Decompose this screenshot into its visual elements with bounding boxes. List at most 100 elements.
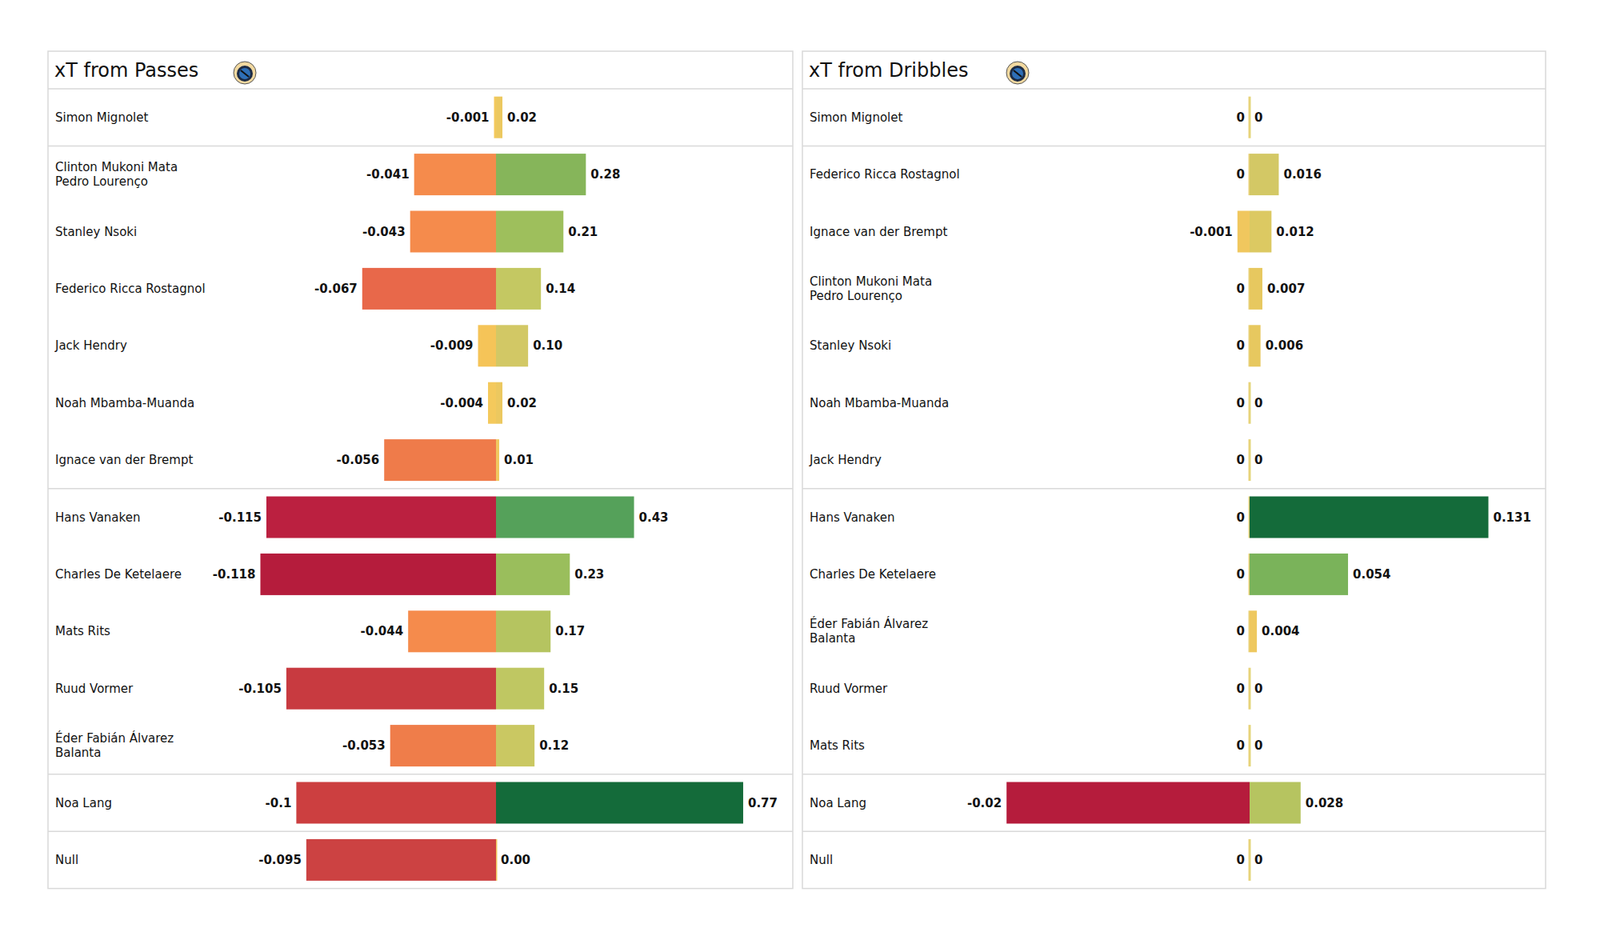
bar bbox=[1249, 382, 1252, 424]
bar bbox=[496, 96, 503, 139]
category-label: Federico Ricca Rostagnol bbox=[55, 281, 206, 296]
data-label: 0.15 bbox=[548, 681, 579, 696]
bar bbox=[1249, 153, 1279, 196]
data-label: 0.006 bbox=[1265, 338, 1304, 353]
category-label: Noa Lang bbox=[809, 796, 867, 811]
data-label: 0 bbox=[1254, 396, 1263, 411]
data-label: 0 bbox=[1254, 738, 1263, 753]
bar bbox=[266, 496, 496, 539]
data-label: -0.004 bbox=[440, 396, 484, 411]
data-label: 0 bbox=[1236, 567, 1245, 582]
bar bbox=[496, 610, 551, 652]
bar bbox=[1248, 839, 1251, 881]
data-label: 0 bbox=[1236, 510, 1245, 525]
data-label: -0.095 bbox=[258, 852, 302, 868]
data-label: 0 bbox=[1236, 167, 1245, 182]
data-label: 0.17 bbox=[555, 624, 585, 639]
bars bbox=[260, 96, 743, 881]
bar bbox=[496, 782, 744, 824]
data-label: 0 bbox=[1254, 110, 1263, 125]
data-label: 0.21 bbox=[568, 224, 598, 240]
bar bbox=[496, 153, 586, 196]
bar bbox=[296, 782, 496, 824]
data-label: -0.001 bbox=[1189, 224, 1233, 240]
category-label: Éder Fabián ÁlvarezBalanta bbox=[809, 616, 928, 646]
category-label: Stanley Nsoki bbox=[809, 338, 892, 353]
data-label: 0.00 bbox=[500, 852, 531, 868]
bar bbox=[1249, 496, 1488, 539]
data-label: 0 bbox=[1236, 738, 1245, 753]
data-label: -0.118 bbox=[212, 567, 256, 582]
bar bbox=[1248, 153, 1251, 196]
bar bbox=[1249, 668, 1252, 710]
bar bbox=[1249, 96, 1252, 139]
group-separator bbox=[802, 145, 1546, 148]
panel-frame bbox=[802, 51, 1546, 889]
data-label: 0.131 bbox=[1492, 510, 1531, 525]
category-label: Ignace van der Brempt bbox=[809, 224, 948, 240]
data-label: -0.056 bbox=[336, 452, 380, 468]
category-label: Mats Rits bbox=[809, 738, 865, 753]
category-label: Null bbox=[809, 852, 833, 868]
category-label: Ignace van der Brempt bbox=[55, 452, 193, 468]
bar bbox=[362, 268, 496, 310]
data-label: 0.02 bbox=[507, 110, 537, 125]
group-separator bbox=[802, 488, 1546, 490]
logo bbox=[1006, 61, 1029, 84]
data-label: -0.041 bbox=[366, 167, 410, 182]
bar bbox=[1006, 782, 1250, 824]
bar bbox=[1249, 324, 1261, 367]
group-separator bbox=[48, 773, 793, 776]
data-label: -0.053 bbox=[342, 738, 386, 753]
bar bbox=[1249, 268, 1263, 310]
bar bbox=[306, 839, 496, 881]
bar bbox=[1248, 324, 1251, 367]
labels: Simon MignoletFederico Ricca RostagnolIg… bbox=[808, 110, 1532, 868]
bar bbox=[1248, 610, 1251, 652]
category-label: Clinton Mukoni MataPedro Lourenço bbox=[809, 274, 932, 304]
bar bbox=[1248, 268, 1251, 310]
bar bbox=[1248, 724, 1251, 767]
category-label: Hans Vanaken bbox=[55, 510, 140, 525]
category-label: Jack Hendry bbox=[808, 452, 882, 468]
bar bbox=[408, 610, 496, 652]
data-label: -0.044 bbox=[360, 624, 404, 639]
data-label: 0.12 bbox=[539, 738, 569, 753]
data-label: 0.016 bbox=[1283, 167, 1321, 182]
bar bbox=[1237, 211, 1250, 253]
category-label: Federico Ricca Rostagnol bbox=[809, 167, 960, 182]
data-label: 0 bbox=[1236, 852, 1245, 868]
group-separator bbox=[802, 773, 1546, 776]
bar bbox=[496, 268, 541, 310]
bar bbox=[1249, 553, 1348, 596]
bar bbox=[1249, 839, 1252, 881]
data-label: -0.067 bbox=[314, 281, 358, 296]
data-label: 0.14 bbox=[545, 281, 576, 296]
data-label: -0.043 bbox=[362, 224, 406, 240]
category-label: Charles De Ketelaere bbox=[55, 567, 182, 582]
bar bbox=[1248, 553, 1251, 596]
data-label: 0 bbox=[1236, 281, 1245, 296]
data-label: 0.02 bbox=[507, 396, 537, 411]
header-rule bbox=[48, 88, 793, 90]
data-label: 0.23 bbox=[574, 567, 604, 582]
bar bbox=[488, 382, 496, 424]
title: xT from Passes bbox=[54, 59, 199, 82]
category-label: Mats Rits bbox=[55, 624, 111, 639]
bar bbox=[390, 724, 496, 767]
group-separator bbox=[48, 145, 793, 148]
bar bbox=[496, 553, 570, 596]
bar bbox=[496, 211, 564, 253]
category-label: Ruud Vormer bbox=[809, 681, 888, 696]
bar bbox=[496, 496, 635, 539]
bar bbox=[414, 153, 496, 196]
bar bbox=[1249, 782, 1301, 824]
bar bbox=[1248, 382, 1251, 424]
group-separator bbox=[48, 830, 793, 832]
bar bbox=[286, 668, 496, 710]
bar bbox=[496, 324, 528, 367]
bars bbox=[1006, 96, 1488, 881]
bar bbox=[478, 324, 496, 367]
category-label: Charles De Ketelaere bbox=[809, 567, 936, 582]
group-separator bbox=[802, 830, 1546, 832]
